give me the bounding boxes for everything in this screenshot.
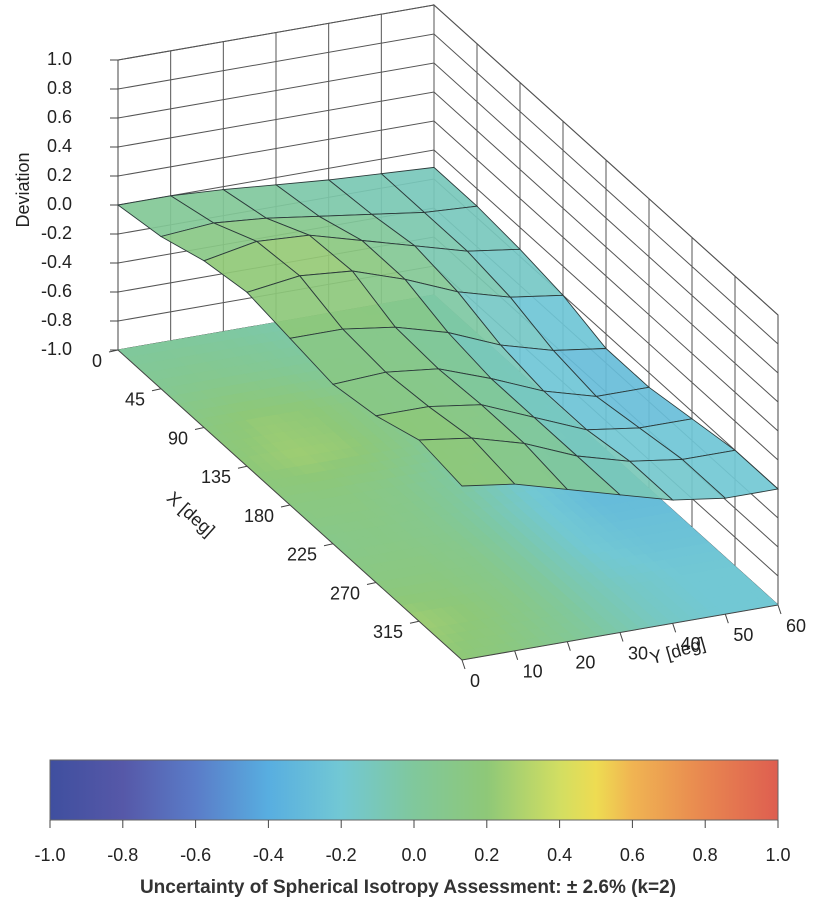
y-tick [461,659,466,670]
x-tick [323,543,334,547]
z-tick-label: 0.4 [47,136,72,156]
y-tick-label: 40 [681,634,701,654]
surface-cell [417,437,516,487]
y-tick [514,650,519,660]
x-axis-label: X [deg] [163,488,219,541]
z-tick-label: -0.6 [41,281,72,301]
colorbar-tick-label: 1.0 [765,845,790,865]
z-tick-label: -0.8 [41,310,72,330]
x-tick [366,582,377,585]
y-tick-label: 10 [523,662,543,682]
y-tick-label: 50 [733,625,753,645]
colorbar-tick-label: 0.6 [620,845,645,865]
colorbar-tick-label: 0.8 [693,845,718,865]
z-tick-label: 0.6 [47,107,72,127]
y-tick [672,623,677,633]
z-tick-label: -0.4 [41,252,72,272]
z-tick-label: -1.0 [41,339,72,359]
x-tick-label: 315 [373,622,403,642]
y-tick-label: 60 [786,616,806,636]
y-tick [777,604,782,615]
z-tick-label: 0.0 [47,194,72,214]
x-tick [151,388,162,392]
x-tick-label: 0 [92,351,102,371]
colorbar-label: Uncertainty of Spherical Isotropy Assess… [140,877,676,898]
y-tick-label: 30 [628,643,648,663]
z-tick-label: 1.0 [47,49,72,69]
colorbar-tick-label: 0.0 [401,845,426,865]
x-tick [194,427,205,430]
y-tick [566,641,571,651]
colorbar-tick-label: -1.0 [34,845,65,865]
z-tick-label: 0.2 [47,165,72,185]
colorbar-tick-label: 0.2 [474,845,499,865]
colorbar-tick-label: -0.2 [326,845,357,865]
y-tick [724,614,729,624]
y-tick [619,632,624,642]
colorbar-tick-label: -0.6 [180,845,211,865]
x-tick-label: 225 [287,545,317,565]
z-tick-label: 0.8 [47,78,72,98]
x-tick-label: 45 [125,390,145,410]
x-tick [108,349,119,353]
x-tick-label: 180 [244,506,274,526]
y-tick-label: 0 [470,671,480,691]
z-tick-label: -0.2 [41,223,72,243]
x-tick-label: 135 [201,467,231,487]
x-tick-label: 270 [330,583,360,603]
y-tick-label: 20 [575,652,595,672]
x-tick [409,620,420,624]
colorbar-tick-label: 0.4 [547,845,572,865]
colorbar-tick-label: -0.4 [253,845,284,865]
x-tick [280,504,291,508]
x-tick [237,465,248,469]
colorbar [49,759,779,821]
colorbar-tick-label: -0.8 [107,845,138,865]
x-tick-label: 90 [168,428,188,448]
z-axis-label: Deviation [13,152,33,227]
